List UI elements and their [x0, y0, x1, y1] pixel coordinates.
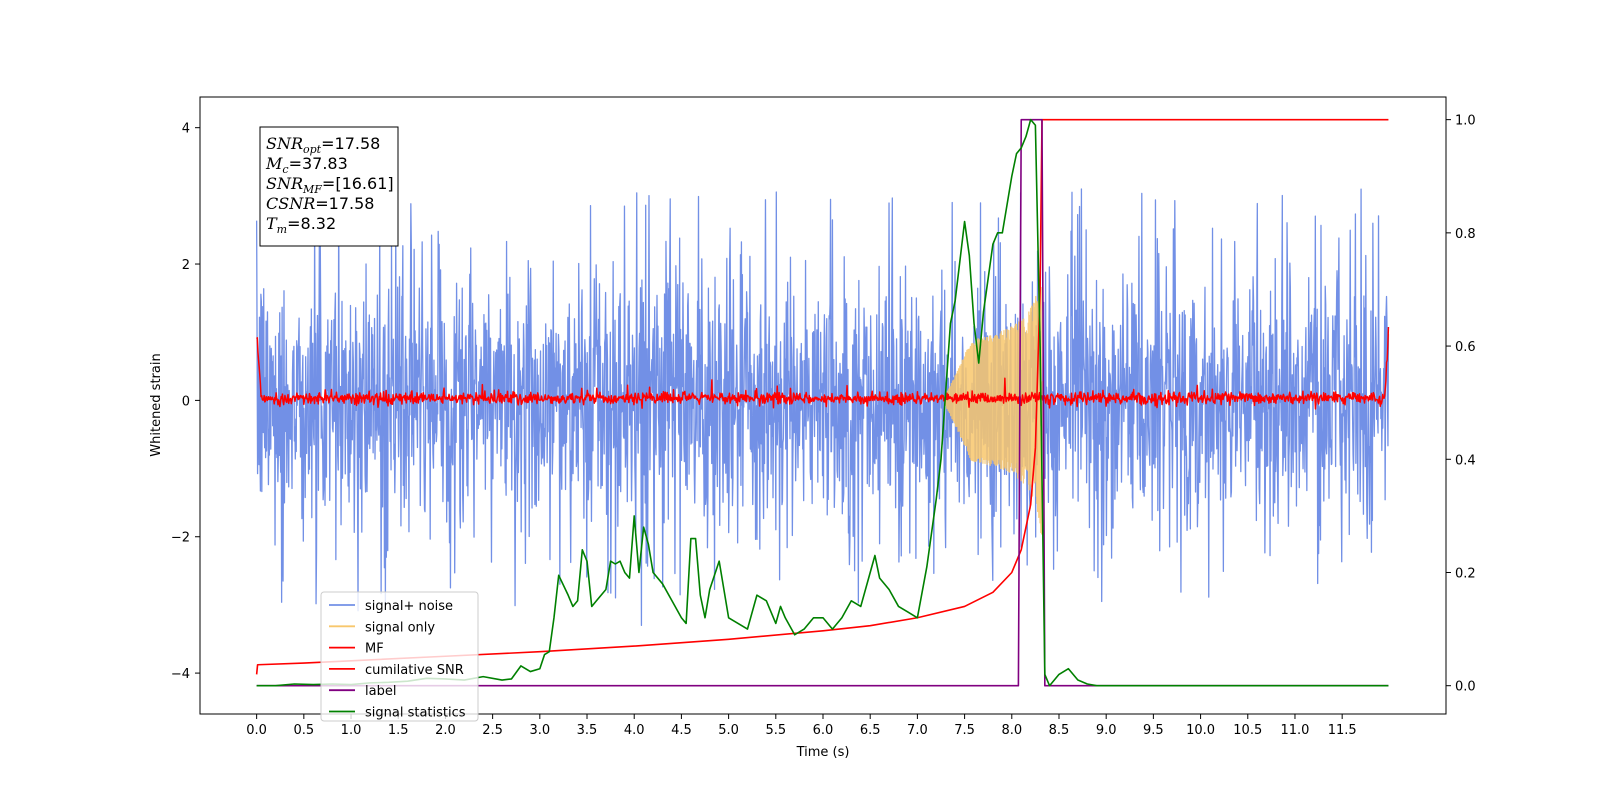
x-tick-label: 8.0 [1001, 723, 1022, 738]
annotation-line: SNRMF=[16.61] [266, 174, 394, 196]
y2-tick-label: 0.4 [1455, 453, 1476, 468]
x-tick-label: 0.5 [293, 723, 314, 738]
x-tick-label: 10.0 [1186, 723, 1215, 738]
legend-entry: signal only [365, 620, 435, 635]
legend: signal+ noise signal only MF cumilative SNR… [320, 591, 479, 722]
y2-tick-label: 0.2 [1455, 566, 1476, 581]
x-tick-label: 11.5 [1328, 723, 1357, 738]
x-tick-label: 7.5 [954, 723, 975, 738]
y2-tick-label: 0.6 [1455, 340, 1476, 355]
y-tick-label: 0 [182, 394, 190, 409]
x-tick-label: 6.5 [860, 723, 881, 738]
x-tick-label: 4.5 [671, 723, 692, 738]
x-tick-label: 1.0 [341, 723, 362, 738]
legend-frame [320, 591, 479, 722]
x-tick-label: 0.0 [246, 723, 267, 738]
y-axis-left: 4 2 0 −2 −4 [171, 122, 200, 682]
x-axis-label: Time (s) [796, 745, 850, 760]
annotation-box: SNRopt=17.58Mc=37.83SNRMF=[16.61]CSNR=17… [259, 126, 399, 247]
x-axis: 0.0 0.5 1.0 1.5 2.0 2.5 3.0 3.5 4.0 4.5 5.0 5.5 6.0 6… [246, 714, 1357, 738]
series-signal-only [945, 273, 1043, 535]
x-tick-label: 1.5 [388, 723, 409, 738]
y-axis-right: 1.0 0.8 0.6 0.4 0.2 0.0 [1446, 114, 1476, 695]
x-tick-label: 7.0 [907, 723, 928, 738]
y2-tick-label: 1.0 [1455, 114, 1476, 129]
x-tick-label: 10.5 [1233, 723, 1262, 738]
x-tick-label: 5.0 [718, 723, 739, 738]
legend-entry: cumilative SNR [365, 663, 464, 678]
x-tick-label: 2.0 [435, 723, 456, 738]
y-tick-label: −2 [171, 531, 190, 546]
x-tick-label: 11.0 [1280, 723, 1309, 738]
annotation-line: Mc=37.83 [265, 154, 348, 176]
x-tick-label: 9.5 [1143, 723, 1164, 738]
legend-entry: signal+ noise [365, 599, 453, 614]
legend-entry: label [365, 684, 396, 699]
x-tick-label: 2.5 [482, 723, 503, 738]
x-tick-label: 8.5 [1049, 723, 1070, 738]
y-tick-label: 2 [182, 258, 190, 273]
series-mf [256, 327, 1390, 410]
x-tick-label: 5.5 [765, 723, 786, 738]
series-signal-statistics [256, 118, 1389, 687]
x-tick-label: 3.0 [529, 723, 550, 738]
x-tick-label: 6.0 [813, 723, 834, 738]
annotation-line: SNRopt=17.58 [266, 134, 380, 156]
y-axis-label: Whitened strain [149, 353, 164, 456]
annotation-frame [259, 126, 399, 247]
annotation-line: Tm=8.32 [266, 214, 336, 236]
y2-tick-label: 0.0 [1455, 680, 1476, 695]
x-tick-label: 9.0 [1096, 723, 1117, 738]
y-tick-label: −4 [171, 667, 190, 682]
y2-tick-label: 0.8 [1455, 227, 1476, 242]
legend-entry: MF [365, 642, 384, 657]
x-tick-label: 3.5 [577, 723, 598, 738]
annotation-line: CSNR=17.58 [266, 194, 374, 213]
x-tick-label: 4.0 [624, 723, 645, 738]
legend-entry: signal statistics [365, 706, 466, 721]
y-tick-label: 4 [182, 122, 190, 137]
series-signal-noise [255, 188, 1390, 627]
